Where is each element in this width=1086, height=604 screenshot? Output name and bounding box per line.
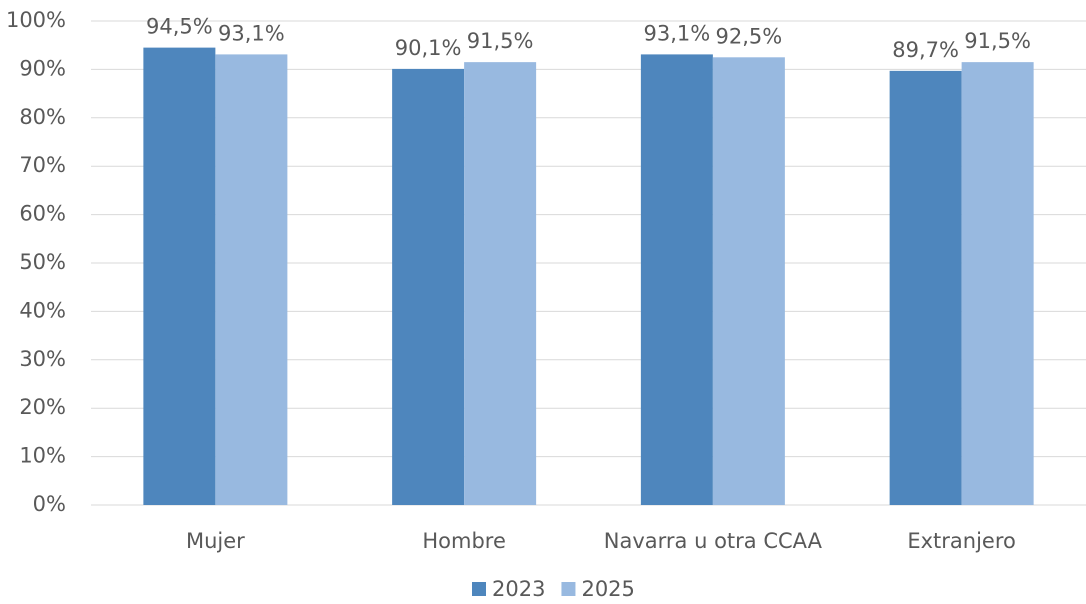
bar — [143, 47, 216, 506]
bar — [464, 62, 537, 505]
legend-swatch — [561, 582, 576, 596]
legend-swatch — [472, 582, 486, 596]
x-tick-label: Extranjero — [907, 529, 1016, 553]
x-tick-label: Mujer — [186, 529, 245, 553]
x-tick-label: Navarra u otra CCAA — [604, 529, 823, 553]
bar — [961, 62, 1034, 505]
y-tick-label: 90% — [19, 56, 66, 80]
bar — [640, 54, 713, 506]
y-tick-label: 10% — [19, 444, 66, 468]
value-label: 93,1% — [644, 21, 711, 45]
legend-label: 2023 — [492, 577, 545, 601]
y-tick-label: 30% — [19, 347, 66, 371]
y-tick-label: 60% — [19, 202, 66, 226]
y-tick-label: 70% — [19, 153, 66, 177]
value-label: 90,1% — [395, 36, 462, 60]
x-tick-label: Hombre — [422, 529, 506, 553]
bar — [392, 68, 465, 505]
value-label: 92,5% — [716, 24, 783, 48]
y-tick-label: 100% — [6, 8, 66, 32]
bar — [712, 57, 785, 506]
bar — [215, 54, 288, 506]
value-label: 89,7% — [892, 38, 959, 62]
y-tick-label: 80% — [19, 105, 66, 129]
value-label: 93,1% — [218, 21, 285, 45]
bar — [889, 70, 962, 506]
y-tick-label: 0% — [33, 492, 66, 516]
y-tick-label: 40% — [19, 298, 66, 322]
legend-label: 2025 — [581, 577, 634, 601]
value-label: 91,5% — [964, 29, 1031, 53]
y-tick-label: 20% — [19, 395, 66, 419]
y-tick-label: 50% — [19, 250, 66, 274]
value-label: 91,5% — [467, 29, 534, 53]
value-label: 94,5% — [146, 15, 213, 39]
